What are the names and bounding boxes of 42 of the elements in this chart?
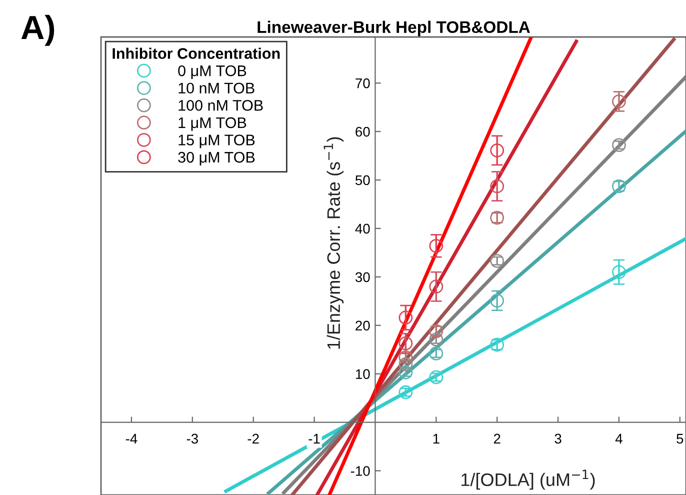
x-tick-label: 5	[676, 434, 684, 444]
point	[429, 332, 444, 346]
y-tick-label: 30	[355, 272, 370, 282]
point	[612, 265, 626, 280]
legend-label: 10 nM TOB	[178, 82, 254, 94]
y-tick-label: 40	[355, 224, 370, 234]
x-tick-label: -2	[248, 434, 259, 444]
y-tick-label: 50	[355, 175, 370, 186]
point	[429, 370, 444, 384]
x-tick-label: -4	[126, 434, 138, 444]
x-tick-label: 3	[554, 434, 562, 444]
legend-label: 15 μM TOB	[178, 134, 255, 148]
x-tick-label: -1	[308, 434, 320, 444]
y-tick-label: -10	[350, 466, 370, 476]
point	[612, 138, 626, 152]
point	[429, 238, 444, 253]
y-axis-title: 1/Enzyme Corr. Rate (s$^{−1}$)	[324, 137, 344, 349]
point	[398, 385, 413, 400]
text: A)	[21, 14, 54, 46]
chart-title: Lineweaver-Burk Hepl TOB&ODLA	[258, 20, 530, 36]
y-tick-label: 60	[356, 126, 370, 137]
legend-label: 1 μM TOB	[178, 117, 246, 131]
x-axis-title: 1/[ODLA] (uM$^{−1}$)	[462, 470, 595, 490]
x-tick-label: 1	[433, 434, 440, 444]
y-tick-label: 70	[356, 78, 370, 88]
point	[490, 143, 504, 158]
legend-title: Inhibitor Concentration	[112, 48, 280, 59]
legend-label: 0 μM TOB	[178, 65, 246, 79]
point	[398, 310, 413, 325]
legend-label: 30 μM TOB	[178, 152, 255, 166]
y-tick-label: 20	[356, 320, 370, 331]
point	[429, 280, 444, 294]
point	[490, 254, 504, 268]
point	[490, 294, 504, 308]
y-tick-label: 10	[356, 369, 370, 380]
legend-label: 100 nM TOB	[178, 100, 263, 111]
point	[490, 179, 504, 194]
x-tick-label: 2	[494, 434, 500, 444]
point	[612, 94, 626, 108]
point	[398, 336, 413, 350]
x-tick-label: 4	[615, 434, 622, 444]
x-tick-label: -3	[186, 434, 198, 444]
